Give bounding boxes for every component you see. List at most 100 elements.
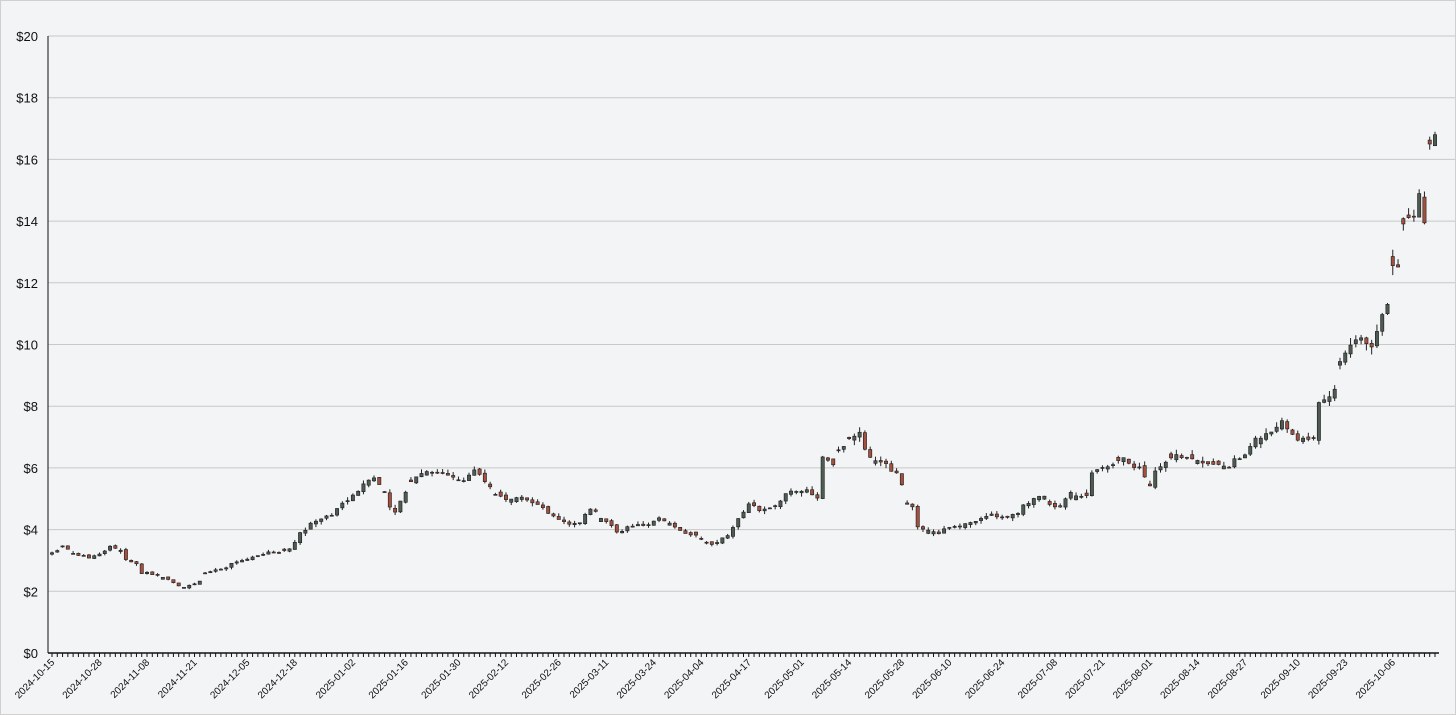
candle-body <box>662 518 667 522</box>
candle-body <box>1269 431 1274 435</box>
candle-body <box>1232 458 1237 468</box>
candle-body <box>1221 465 1226 470</box>
x-tick-label: 2025-01-30 <box>420 657 464 701</box>
y-tick-label: $4 <box>24 523 38 538</box>
candle-body <box>593 509 598 512</box>
candle-body <box>1089 472 1094 496</box>
candle-body <box>303 529 308 534</box>
candle-body <box>472 469 477 476</box>
candle-body <box>630 525 635 528</box>
candle-body <box>60 545 65 548</box>
candle-body <box>957 525 962 528</box>
candle-body <box>250 556 255 561</box>
y-tick-label: $16 <box>16 152 38 167</box>
candle-body <box>313 520 318 525</box>
candle-body <box>1016 513 1020 515</box>
candle-body <box>1364 337 1369 345</box>
candle-body <box>1411 215 1416 218</box>
candle-body <box>1401 218 1406 225</box>
candle-body <box>335 508 339 516</box>
x-tick-label: 2025-01-02 <box>314 657 358 701</box>
candle-body <box>672 522 677 528</box>
candle-body <box>1111 464 1115 466</box>
candle-body <box>731 527 735 537</box>
candle-body <box>826 457 830 461</box>
candle-body <box>635 524 640 527</box>
candle-body <box>197 580 202 585</box>
x-tick-label: 2025-04-04 <box>662 657 706 701</box>
candle-body <box>556 516 561 520</box>
candle-body <box>694 531 698 536</box>
candle-body <box>678 527 683 531</box>
candle-body <box>203 572 208 575</box>
y-tick-label: $2 <box>24 584 38 599</box>
candle-body <box>1301 437 1305 442</box>
candle-body <box>1063 498 1068 508</box>
candle-body <box>477 468 482 475</box>
candle-body <box>123 549 128 560</box>
candle-body <box>942 528 947 534</box>
candle-body <box>1322 399 1327 403</box>
candle-body <box>1422 196 1427 224</box>
candle-body <box>1380 314 1385 332</box>
candle-body <box>1079 496 1084 498</box>
candle-body <box>382 491 387 493</box>
candle-body <box>192 583 197 586</box>
candle-body <box>567 521 572 525</box>
candle-body <box>1105 466 1110 470</box>
candle-body <box>1359 337 1364 341</box>
candle-body <box>1084 492 1089 496</box>
candle-body <box>540 504 545 508</box>
x-axis-tick-labels: 2024-10-15 2024-10-28 2024-11-08 2024-11-21… <box>13 657 1398 701</box>
candle-body <box>1200 460 1205 464</box>
candle-body <box>224 567 229 570</box>
candle-body <box>1390 256 1395 266</box>
candle-body <box>409 479 413 483</box>
candle-body <box>646 524 651 526</box>
candle-body <box>1000 516 1005 519</box>
candle-body <box>894 470 899 474</box>
candle-body <box>488 483 493 488</box>
candle-body <box>445 473 450 476</box>
x-tick-label: 2025-09-23 <box>1306 657 1350 701</box>
candle-body <box>345 500 350 503</box>
candle-body <box>81 555 86 557</box>
candle-body <box>514 497 519 503</box>
x-tick-label: 2025-05-28 <box>863 657 907 701</box>
candle-body <box>266 551 271 555</box>
candle-body <box>625 526 630 532</box>
x-tick-label: 2025-02-26 <box>520 657 564 701</box>
candle-body <box>1343 352 1348 363</box>
candle-body <box>614 524 619 533</box>
candle-body <box>1169 453 1174 459</box>
candle-body <box>1163 461 1168 468</box>
candle-body <box>1332 388 1337 399</box>
candle-body <box>424 471 429 476</box>
candle-body <box>963 523 968 528</box>
y-tick-label: $14 <box>16 214 38 229</box>
x-tick-label: 2025-10-06 <box>1354 657 1398 701</box>
candle-body <box>1417 193 1422 218</box>
candle-body <box>720 537 725 544</box>
candle-body <box>1348 344 1353 355</box>
candle-body <box>588 508 593 515</box>
candle-body <box>403 491 408 503</box>
candle-body <box>509 498 514 503</box>
candle-body <box>240 560 244 563</box>
candle-body <box>1010 514 1015 519</box>
candle-body <box>604 518 609 522</box>
candle-body <box>1253 437 1258 448</box>
candle-body <box>1116 457 1121 461</box>
candle-body <box>683 530 688 534</box>
candle-body <box>857 431 862 438</box>
candle-body <box>1142 465 1147 478</box>
candle-body <box>546 506 551 514</box>
y-tick-label: $20 <box>16 29 38 44</box>
candle-body <box>1327 396 1332 402</box>
candle-body <box>182 587 186 589</box>
candle-body <box>1279 420 1284 430</box>
candle-body <box>319 518 324 522</box>
candle-body <box>1100 467 1105 469</box>
candle-body <box>577 522 582 525</box>
candle-body <box>430 471 434 474</box>
